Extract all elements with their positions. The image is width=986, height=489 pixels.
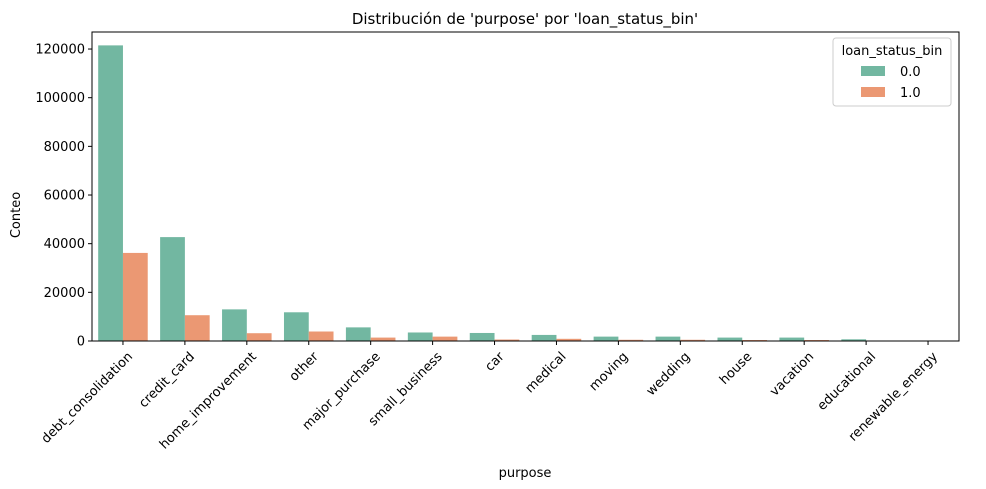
x-tick-label-medical: medical — [523, 349, 570, 396]
bar-moving-0_0 — [593, 336, 619, 341]
bar-credit_card-1_0 — [184, 315, 210, 341]
y-tick-label: 100000 — [35, 91, 85, 106]
y-tick-label: 0 — [77, 335, 85, 350]
legend-swatch-0 — [861, 66, 885, 76]
bar-wedding-0_0 — [655, 336, 681, 341]
bar-house-0_0 — [717, 337, 743, 341]
bar-debt_consolidation-0_0 — [98, 45, 123, 341]
x-tick-label-moving: moving — [587, 349, 632, 394]
y-axis-title: Conteo — [9, 192, 24, 238]
y-tick-label: 60000 — [44, 189, 85, 204]
x-tick-label-vacation: vacation — [767, 349, 817, 399]
x-tick-label-credit_card: credit_card — [136, 349, 198, 411]
legend-title: loan_status_bin — [842, 44, 943, 59]
bar-other-0_0 — [283, 312, 309, 341]
y-axis: 0 20000 40000 60000 80000 100000 120000 — [35, 43, 92, 350]
bar-educational-0_0 — [841, 339, 867, 341]
x-tick-label-house: house — [717, 349, 755, 387]
bar-major_purchase-1_0 — [370, 337, 396, 341]
y-tick-label: 80000 — [44, 140, 85, 155]
x-tick-label-wedding: wedding — [644, 349, 694, 399]
plot-frame — [91, 31, 960, 342]
bar-medical-1_0 — [556, 338, 582, 341]
x-tick-label-debt_consolidation: debt_consolidation — [39, 349, 136, 446]
bar-other-1_0 — [308, 331, 334, 341]
x-tick-label-educational: educational — [815, 349, 879, 413]
bars-layer — [98, 45, 953, 341]
x-tick-label-car: car — [483, 349, 509, 375]
bar-moving-1_0 — [618, 339, 644, 341]
bar-car-0_0 — [469, 332, 495, 341]
bar-medical-0_0 — [531, 334, 557, 341]
bar-major_purchase-0_0 — [345, 327, 371, 341]
legend-swatch-1 — [861, 87, 885, 97]
x-axis: debt_consolidation credit_cardhome_improv… — [39, 341, 941, 452]
bar-debt_consolidation-1_0 — [122, 252, 148, 341]
y-tick-label: 20000 — [44, 286, 85, 301]
bar-car-1_0 — [494, 339, 520, 341]
y-tick-label: 40000 — [44, 237, 85, 252]
legend: loan_status_bin 0.0 1.0 — [832, 37, 952, 107]
bar-small_business-1_0 — [432, 336, 458, 341]
bar-credit_card-0_0 — [160, 237, 185, 341]
bar-home_improvement-0_0 — [222, 309, 247, 341]
bar-small_business-0_0 — [407, 332, 433, 341]
x-axis-title: purpose — [499, 466, 552, 481]
bar-vacation-0_0 — [779, 337, 805, 341]
chart-title: Distribución de 'purpose' por 'loan_stat… — [352, 10, 698, 29]
bar-wedding-1_0 — [680, 339, 706, 341]
legend-label-1: 1.0 — [900, 86, 921, 101]
x-tick-label-other: other — [287, 349, 323, 385]
legend-label-0: 0.0 — [900, 65, 921, 80]
bar-home_improvement-1_0 — [246, 333, 272, 341]
y-tick-label: 120000 — [35, 43, 85, 58]
